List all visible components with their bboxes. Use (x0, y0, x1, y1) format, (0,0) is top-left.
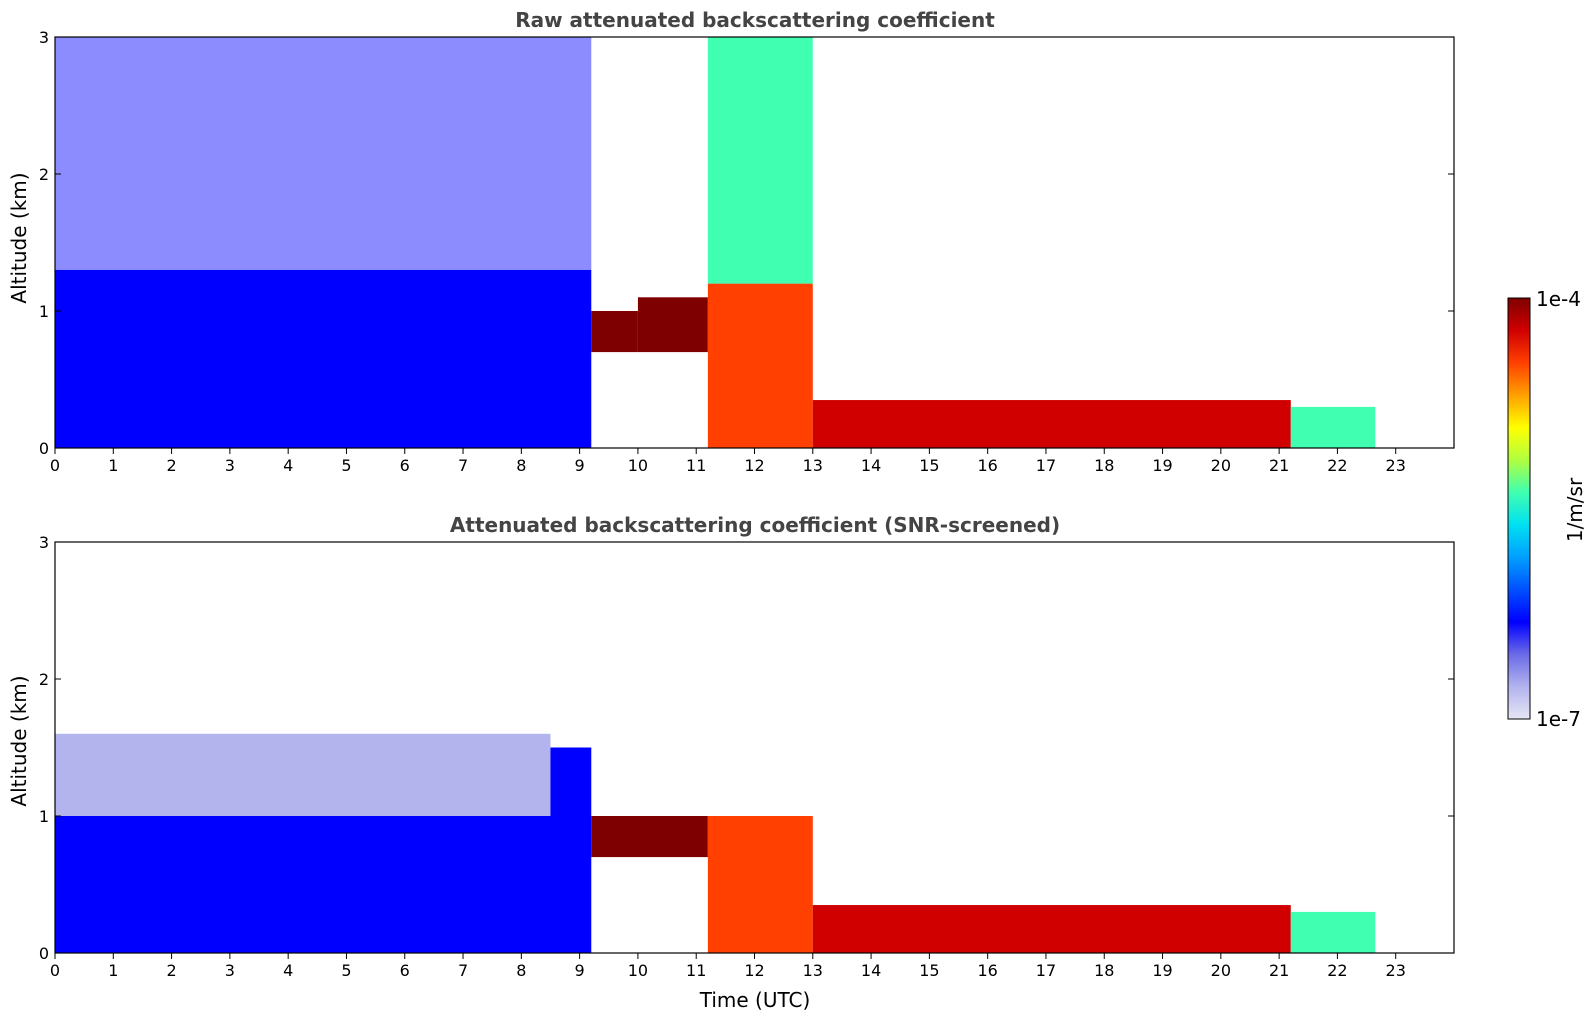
x-tick-label: 21 (1269, 456, 1289, 475)
heatmap-region (591, 311, 638, 353)
x-tick-label: 12 (744, 456, 764, 475)
colorbar-min-label: 1e-7 (1536, 707, 1581, 731)
colorbar-max-label: 1e-4 (1536, 287, 1581, 311)
x-tick-label: 3 (225, 456, 235, 475)
heatmap-region (1290, 911, 1376, 953)
chart-title-snr: Attenuated backscattering coefficient (S… (450, 513, 1060, 537)
y-tick-label: 1 (39, 302, 49, 321)
heatmap-region (591, 816, 708, 858)
y-axis-label-snr: Altitude (km) (7, 675, 31, 806)
x-tick-label: 0 (50, 961, 60, 980)
y-tick-label: 0 (39, 944, 49, 963)
x-tick-label: 11 (686, 456, 706, 475)
x-tick-label: 23 (1386, 456, 1406, 475)
y-tick-label: 3 (39, 533, 49, 552)
heatmap-region (55, 269, 592, 448)
panel-raw: Raw attenuated backscattering coefficien… (7, 8, 1455, 475)
heatmap-region (55, 733, 551, 816)
x-tick-label: 3 (225, 961, 235, 980)
x-tick-label: 19 (1152, 961, 1172, 980)
x-tick-label: 9 (575, 456, 585, 475)
heatmap-snr (55, 733, 1376, 953)
x-tick-label: 4 (283, 961, 293, 980)
ticks-snr: 0 1 2 3 4 5 6 7 8 9 10 11 12 13 14 15 16 17 18 19 20 21 22 2301… (39, 533, 1454, 980)
x-tick-label: 6 (400, 961, 410, 980)
x-tick-label: 20 (1211, 456, 1231, 475)
y-tick-label: 2 (39, 670, 49, 689)
x-tick-label: 13 (803, 456, 823, 475)
x-tick-label: 10 (628, 456, 648, 475)
x-tick-label: 1 (108, 961, 118, 980)
x-tick-label: 5 (341, 456, 351, 475)
x-tick-label: 15 (919, 456, 939, 475)
colorbar: 1e-4 1e-7 1/m/sr (1507, 287, 1587, 731)
y-tick-label: 2 (39, 165, 49, 184)
x-axis-label: Time (UTC) (699, 988, 811, 1012)
ticks-raw: 0 1 2 3 4 5 6 7 8 9 10 11 12 13 14 15 16 17 18 19 20 21 22 2301… (39, 28, 1454, 475)
x-tick-label: 12 (744, 961, 764, 980)
x-tick-label: 17 (1036, 456, 1056, 475)
x-tick-label: 17 (1036, 961, 1056, 980)
x-tick-label: 4 (283, 456, 293, 475)
y-axis-label-raw: Altitude (km) (7, 172, 31, 303)
x-tick-label: 11 (686, 961, 706, 980)
heatmap-region (707, 37, 813, 284)
x-tick-label: 8 (516, 456, 526, 475)
x-tick-label: 16 (977, 961, 997, 980)
colorbar-gradient (1507, 297, 1531, 720)
heatmap-region (812, 400, 1291, 448)
x-tick-label: 20 (1211, 961, 1231, 980)
x-tick-label: 14 (861, 961, 881, 980)
heatmap-region (637, 297, 708, 353)
x-tick-label: 15 (919, 961, 939, 980)
x-tick-label: 18 (1094, 961, 1114, 980)
x-tick-label: 8 (516, 961, 526, 980)
x-tick-label: 5 (341, 961, 351, 980)
y-tick-label: 1 (39, 807, 49, 826)
heatmap-region (55, 37, 592, 270)
heatmap-region (1290, 406, 1376, 448)
x-tick-label: 7 (458, 961, 468, 980)
heatmap-raw (55, 37, 1376, 448)
x-tick-label: 22 (1327, 961, 1347, 980)
x-tick-label: 0 (50, 456, 60, 475)
x-tick-label: 18 (1094, 456, 1114, 475)
chart-title-raw: Raw attenuated backscattering coefficien… (515, 8, 995, 32)
x-tick-label: 23 (1386, 961, 1406, 980)
x-tick-label: 10 (628, 961, 648, 980)
panel-snr: Attenuated backscattering coefficient (S… (7, 513, 1455, 1012)
x-tick-label: 14 (861, 456, 881, 475)
x-tick-label: 22 (1327, 456, 1347, 475)
heatmap-region (707, 816, 813, 953)
x-tick-label: 2 (166, 456, 176, 475)
y-tick-label: 3 (39, 28, 49, 47)
y-tick-label: 0 (39, 439, 49, 458)
x-tick-label: 9 (575, 961, 585, 980)
colorbar-unit-label: 1/m/sr (1563, 477, 1587, 542)
x-tick-label: 13 (803, 961, 823, 980)
x-tick-label: 21 (1269, 961, 1289, 980)
x-tick-label: 16 (977, 456, 997, 475)
x-tick-label: 1 (108, 456, 118, 475)
heatmap-region (707, 283, 813, 448)
x-tick-label: 6 (400, 456, 410, 475)
x-tick-label: 19 (1152, 456, 1172, 475)
x-tick-label: 7 (458, 456, 468, 475)
x-tick-label: 2 (166, 961, 176, 980)
heatmap-region (812, 905, 1291, 953)
